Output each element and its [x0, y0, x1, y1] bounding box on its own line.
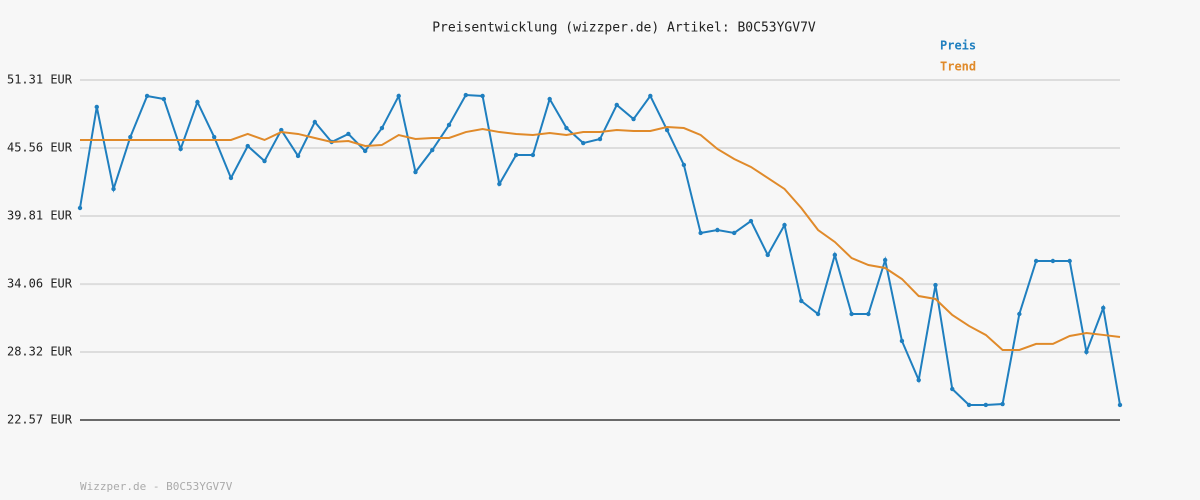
point [849, 311, 854, 317]
y-tick-label: 51.31 EUR [7, 73, 73, 87]
point [933, 282, 938, 288]
point [866, 311, 871, 317]
point [698, 230, 703, 236]
point [396, 93, 401, 99]
point [1084, 349, 1089, 355]
point [916, 377, 921, 383]
point [178, 146, 183, 152]
point [463, 92, 469, 98]
point [111, 186, 116, 192]
point [882, 257, 888, 263]
point [295, 153, 301, 159]
series-line [80, 125, 1121, 351]
point [799, 298, 804, 304]
point [1050, 258, 1056, 264]
point [1033, 258, 1039, 264]
point [715, 227, 720, 233]
point [681, 162, 687, 168]
point [1117, 402, 1123, 408]
point [430, 147, 435, 153]
point [832, 252, 838, 258]
point [1000, 401, 1005, 407]
point [782, 222, 787, 228]
point [950, 386, 955, 392]
y-tick-label: 45.56 EUR [7, 141, 73, 155]
point [1101, 305, 1106, 311]
point [346, 131, 351, 137]
chart-title: Preisentwicklung (wizzper.de) Artikel: B… [432, 21, 816, 36]
point [648, 93, 653, 99]
point [597, 136, 603, 142]
point [631, 116, 636, 122]
point [815, 311, 821, 317]
point [379, 125, 385, 131]
point [446, 122, 452, 128]
point [77, 205, 83, 211]
point [279, 127, 284, 133]
point [1017, 311, 1022, 317]
point [513, 152, 519, 158]
point [245, 143, 250, 149]
legend-label: Trend [940, 60, 976, 74]
point [983, 402, 989, 408]
y-tick-label: 28.32 EUR [7, 344, 73, 358]
point [664, 127, 670, 133]
point [530, 152, 536, 158]
legend-label: Preis [940, 39, 976, 53]
point [144, 93, 150, 99]
point [765, 252, 770, 258]
y-tick-label: 22.57 EUR [7, 413, 73, 427]
point [128, 134, 133, 140]
point [731, 230, 737, 236]
point [312, 119, 318, 125]
series-line [79, 93, 1121, 406]
point [195, 99, 200, 105]
footer: Wizzper.de - B0C53YGV7V [80, 480, 233, 493]
point [547, 96, 552, 102]
point [228, 175, 234, 181]
point [262, 158, 267, 164]
point [564, 125, 569, 131]
point [748, 218, 754, 224]
point [413, 169, 418, 175]
y-tick-label: 39.81 EUR [7, 209, 73, 223]
y-tick-label: 34.06 EUR [7, 277, 73, 291]
point [581, 140, 586, 146]
point [211, 134, 217, 140]
point [362, 148, 368, 154]
point [966, 402, 972, 408]
point [614, 102, 619, 108]
point [161, 96, 167, 102]
point [899, 338, 905, 344]
point [94, 104, 99, 110]
point [1067, 258, 1072, 264]
point [497, 181, 502, 187]
point [480, 93, 485, 99]
